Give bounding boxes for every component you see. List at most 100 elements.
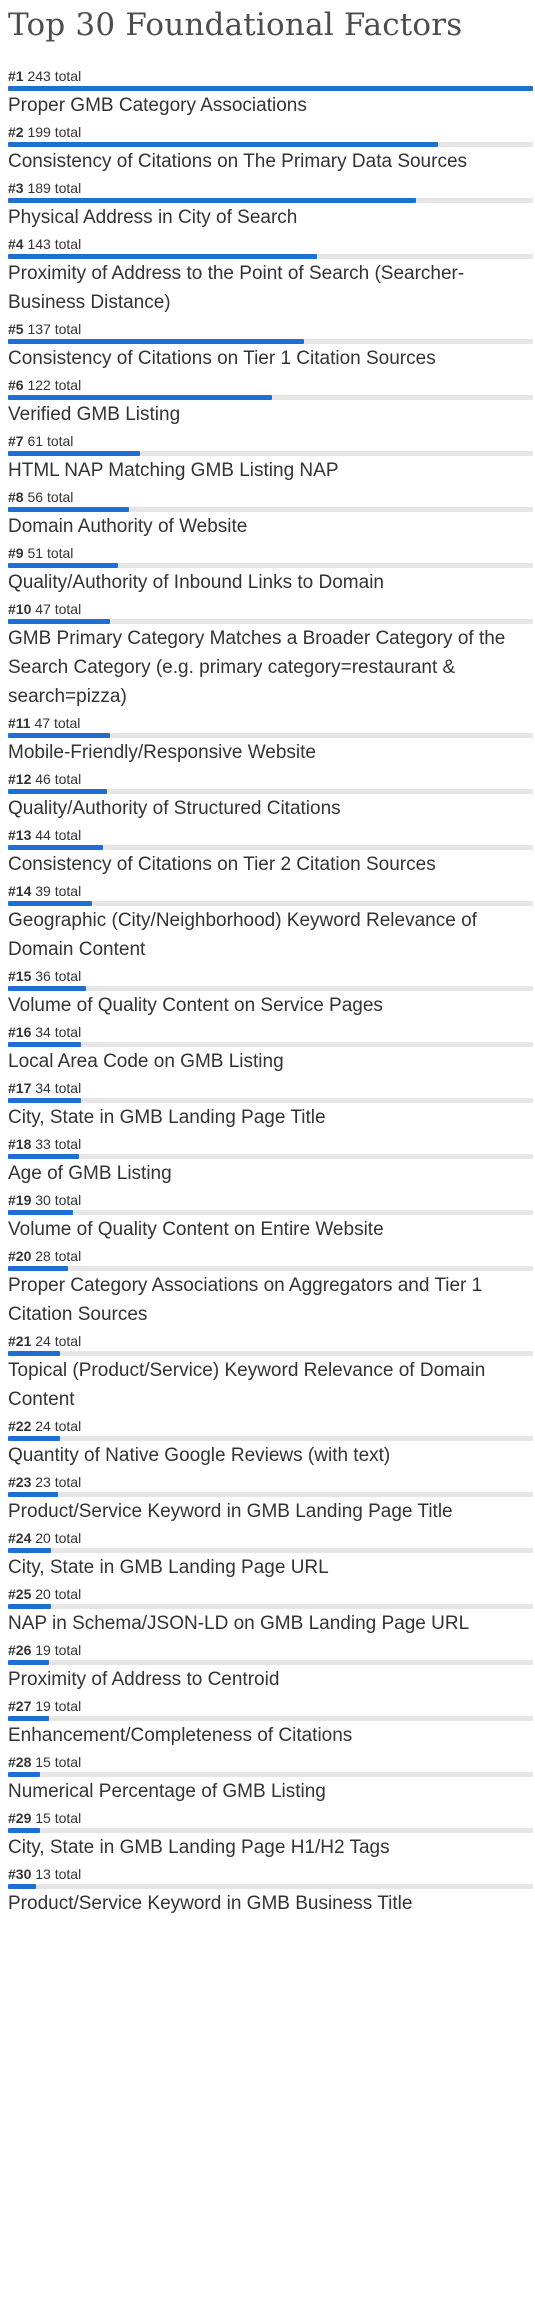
factor-rank: #12: [8, 771, 32, 787]
factor-rank: #5: [8, 321, 24, 337]
factor-total-value: 51: [27, 545, 44, 561]
factor-bar: [8, 1266, 69, 1271]
factor-meta: #19 30 total: [8, 1192, 535, 1208]
factor-total-value: 137: [27, 321, 51, 337]
factor-bar: [8, 1042, 82, 1047]
factor-meta: #24 20 total: [8, 1530, 535, 1546]
factor-label: Quality/Authority of Inbound Links to Do…: [8, 572, 384, 593]
factor-label: Proper GMB Category Associations: [8, 95, 307, 116]
factor-total-suffix: total: [54, 1586, 82, 1602]
factor-bar-track: [8, 1492, 533, 1497]
factor-meta: #28 15 total: [8, 1754, 535, 1770]
factor-total-suffix: total: [46, 489, 74, 505]
factor-item: #16 34 total Local Area Code on GMB Listi…: [8, 1024, 535, 1080]
factor-label: Topical (Product/Service) Keyword Releva…: [8, 1360, 486, 1410]
factor-item: #21 24 total Topical (Product/Service) Ke…: [8, 1333, 535, 1418]
factor-bar-track: [8, 789, 533, 794]
factor-bar-track: [8, 1884, 533, 1889]
factor-bar: [8, 1828, 41, 1833]
factor-meta: #5 137 total: [8, 321, 535, 337]
factor-meta: #2 199 total: [8, 124, 535, 140]
factor-total-value: 30: [35, 1192, 51, 1208]
factor-meta: #7 61 total: [8, 433, 535, 449]
factor-total-value: 15: [35, 1754, 51, 1770]
factor-total-value: 199: [27, 124, 51, 140]
factor-total-suffix: total: [54, 1080, 82, 1096]
factor-label: City, State in GMB Landing Page URL: [8, 1557, 329, 1578]
factor-bar-track: [8, 142, 533, 147]
factor-total-suffix: total: [54, 1810, 82, 1826]
factor-label: Proper Category Associations on Aggregat…: [8, 1275, 483, 1325]
factor-total-value: 15: [35, 1810, 51, 1826]
factor-item: #9 51 total Quality/Authority of Inbound …: [8, 545, 535, 601]
factor-bar: [8, 619, 110, 624]
factor-total-value: 19: [35, 1698, 51, 1714]
factor-bar: [8, 1351, 60, 1356]
factor-rank: #6: [8, 377, 24, 393]
factor-rank: #3: [8, 180, 24, 196]
factor-rank: #15: [8, 968, 32, 984]
factor-total-suffix: total: [54, 1418, 82, 1434]
factor-label: Mobile-Friendly/Responsive Website: [8, 742, 316, 763]
factor-bar-track: [8, 1210, 533, 1215]
factor-item: #13 44 total Consistency of Citations on …: [8, 827, 535, 883]
factor-label: Numerical Percentage of GMB Listing: [8, 1781, 326, 1802]
factor-bar: [8, 1154, 80, 1159]
factor-bar-track: [8, 1098, 533, 1103]
factor-total-suffix: total: [46, 545, 74, 561]
factor-total-suffix: total: [54, 827, 82, 843]
factor-item: #19 30 total Volume of Quality Content on…: [8, 1192, 535, 1248]
factor-total-suffix: total: [54, 321, 82, 337]
factor-total-suffix: total: [54, 1024, 82, 1040]
factor-meta: #12 46 total: [8, 771, 535, 787]
factor-bar: [8, 1436, 60, 1441]
factor-bar: [8, 1884, 37, 1889]
factor-meta: #21 24 total: [8, 1333, 535, 1349]
factor-bar: [8, 733, 110, 738]
factor-bar: [8, 1492, 58, 1497]
factor-total-suffix: total: [54, 124, 82, 140]
factor-bar-track: [8, 1266, 533, 1271]
factor-total-suffix: total: [54, 1333, 82, 1349]
factor-bar-track: [8, 1828, 533, 1833]
factor-total-value: 20: [35, 1530, 51, 1546]
factor-total-value: 122: [27, 377, 51, 393]
factor-bar: [8, 86, 533, 91]
factor-list: #1 243 total Proper GMB Category Associat…: [8, 68, 535, 1922]
factor-bar-track: [8, 1548, 533, 1553]
factor-label: Verified GMB Listing: [8, 404, 181, 425]
factor-meta: #11 47 total: [8, 715, 535, 731]
factor-rank: #10: [8, 601, 32, 617]
factor-rank: #21: [8, 1333, 32, 1349]
factor-meta: #26 19 total: [8, 1642, 535, 1658]
factor-rank: #29: [8, 1810, 32, 1826]
factor-total-value: 20: [35, 1586, 51, 1602]
factor-label: Consistency of Citations on Tier 1 Citat…: [8, 348, 436, 369]
factor-label: Proximity of Address to the Point of Sea…: [8, 263, 465, 313]
factor-meta: #6 122 total: [8, 377, 535, 393]
factor-label: Age of GMB Listing: [8, 1163, 172, 1184]
factor-item: #18 33 total Age of GMB Listing: [8, 1136, 535, 1192]
factor-total-suffix: total: [54, 1866, 82, 1882]
factor-total-suffix: total: [54, 968, 82, 984]
factor-bar-track: [8, 563, 533, 568]
factor-rank: #25: [8, 1586, 32, 1602]
factor-label: Domain Authority of Website: [8, 516, 248, 537]
factor-rank: #24: [8, 1530, 32, 1546]
factor-meta: #3 189 total: [8, 180, 535, 196]
factor-bar-track: [8, 1042, 533, 1047]
factor-item: #8 56 total Domain Authority of Website: [8, 489, 535, 545]
factor-label: GMB Primary Category Matches a Broader C…: [8, 628, 506, 707]
factor-label: Volume of Quality Content on Service Pag…: [8, 995, 383, 1016]
factor-item: #17 34 total City, State in GMB Landing P…: [8, 1080, 535, 1136]
factor-item: #6 122 total Verified GMB Listing: [8, 377, 535, 433]
factor-total-suffix: total: [54, 1192, 82, 1208]
factor-bar: [8, 901, 93, 906]
factor-bar: [8, 1604, 52, 1609]
factor-meta: #14 39 total: [8, 883, 535, 899]
factor-label: Volume of Quality Content on Entire Webs…: [8, 1219, 384, 1240]
factor-total-suffix: total: [54, 1474, 82, 1490]
factor-total-value: 24: [35, 1333, 51, 1349]
factor-rank: #28: [8, 1754, 32, 1770]
factor-total-suffix: total: [54, 68, 82, 84]
